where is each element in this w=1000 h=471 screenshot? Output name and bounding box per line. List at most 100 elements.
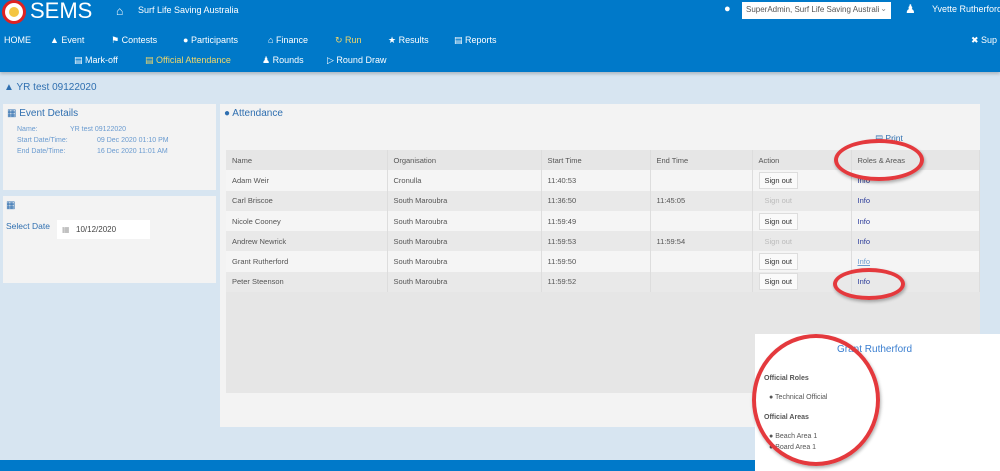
- nav-event[interactable]: ▲ Event: [50, 35, 84, 45]
- users-icon: ●: [224, 108, 233, 119]
- cell-end-time: 11:45:05: [650, 190, 753, 211]
- cell-roles: Info: [851, 251, 980, 272]
- cell-organisation: South Maroubra: [387, 231, 542, 252]
- nav-participants[interactable]: ● Participants: [183, 35, 238, 45]
- table-row: Andrew Newrick South Maroubra 11:59:53 11:5…: [226, 231, 980, 252]
- name-label: Name:: [17, 126, 38, 133]
- info-link[interactable]: Info: [857, 257, 871, 267]
- popup-name: Grant Rutherford: [837, 344, 913, 355]
- cell-start-time: 11:59:53: [541, 231, 651, 252]
- nav-super[interactable]: ✖ Sup: [971, 35, 997, 46]
- page-title: ▲ YR test 09122020: [4, 82, 97, 93]
- end-value: 16 Dec 2020 11:01 AM: [97, 148, 168, 155]
- save-icon: ▤: [74, 55, 86, 65]
- nav-reports[interactable]: ▤ Reports: [454, 35, 497, 46]
- cell-action: Sign out: [752, 210, 852, 232]
- select-date-label: Select Date: [6, 221, 50, 231]
- nav-results[interactable]: ★ Results: [388, 35, 429, 46]
- cell-organisation: Cronulla: [387, 170, 542, 191]
- cell-organisation: South Maroubra: [387, 271, 542, 293]
- bank-icon: ⌂: [268, 35, 276, 45]
- sign-out-button[interactable]: Sign out: [758, 171, 799, 189]
- refresh-icon: ↻: [335, 35, 346, 45]
- user-icon: ♟: [905, 2, 916, 16]
- cell-start-time: 11:59:52: [541, 271, 651, 293]
- cell-action: Sign out: [752, 271, 852, 293]
- date-panel: ▦ Select Date: [3, 196, 216, 283]
- user-icon: ♟: [262, 55, 273, 65]
- subnav-round-draw[interactable]: ▷ Round Draw: [327, 55, 386, 66]
- table-icon: ▦: [7, 108, 20, 119]
- info-link[interactable]: Info: [857, 175, 871, 185]
- nav-label: Participants: [190, 35, 238, 45]
- date-input[interactable]: ▦ 10/12/2020: [57, 220, 150, 239]
- step-icon: ▷: [327, 55, 337, 65]
- name-value: YR test 09122020: [70, 126, 127, 133]
- nav-home[interactable]: HOME: [4, 35, 31, 45]
- cell-action: Sign out: [752, 170, 852, 191]
- subnav-label: Mark-off: [85, 55, 118, 65]
- table-row: Peter Steenson South Maroubra 11:59:52 Sign…: [226, 271, 980, 293]
- nav-label: Contests: [121, 35, 158, 45]
- annotation-circle: [834, 139, 924, 181]
- nav-label: Results: [398, 35, 429, 45]
- cell-action: Sign out: [752, 190, 852, 211]
- footer-bar: [0, 460, 755, 471]
- sign-out-button[interactable]: Sign out: [764, 196, 793, 206]
- end-label: End Date/Time:: [17, 148, 66, 155]
- cell-start-time: 11:59:50: [541, 251, 651, 272]
- cell-start-time: 11:40:53: [541, 170, 651, 191]
- sign-out-button[interactable]: Sign out: [758, 212, 799, 230]
- role-select[interactable]: SuperAdmin, Surf Life Saving Australi ⌄: [742, 2, 891, 19]
- start-label: Start Date/Time:: [17, 137, 68, 144]
- attendance-table: Name Organisation Start Time End Time Ac…: [226, 150, 980, 293]
- attendance-title: ● Attendance: [224, 108, 283, 119]
- table-header: Name Organisation Start Time End Time Ac…: [226, 150, 980, 171]
- role-select-value: SuperAdmin, Surf Life Saving Australi: [746, 5, 880, 14]
- nav-contests[interactable]: ⚑ Contests: [111, 35, 157, 46]
- cell-organisation: South Maroubra: [387, 210, 542, 232]
- brain-icon: ●: [724, 3, 731, 15]
- print-label: Print: [885, 133, 903, 143]
- annotation-circle: [833, 268, 905, 300]
- sign-out-button[interactable]: Sign out: [764, 236, 793, 246]
- event-details-panel: ▦ Event Details: [3, 104, 216, 190]
- col-start-time[interactable]: Start Time: [541, 150, 651, 171]
- subnav-markoff[interactable]: ▤ Mark-off: [74, 55, 118, 66]
- cell-organisation: South Maroubra: [387, 190, 542, 211]
- col-name[interactable]: Name: [226, 150, 388, 171]
- nav-finance[interactable]: ⌂ Finance: [268, 35, 308, 45]
- nav-label: Run: [345, 35, 362, 45]
- subnav-label: Round Draw: [336, 55, 387, 65]
- start-value: 09 Dec 2020 01:10 PM: [97, 137, 169, 144]
- user-name[interactable]: Yvette Rutherford: [932, 4, 1000, 14]
- cell-end-time: [650, 210, 753, 232]
- home-icon[interactable]: ⌂: [116, 4, 124, 18]
- tools-icon: ✖: [971, 35, 982, 45]
- print-button[interactable]: ▤ Print: [875, 133, 903, 144]
- cell-end-time: [650, 251, 753, 272]
- cell-end-time: [650, 170, 753, 191]
- info-link[interactable]: Info: [857, 236, 871, 246]
- col-action: Action: [752, 150, 852, 171]
- sign-out-button[interactable]: Sign out: [758, 253, 799, 271]
- brand-name[interactable]: SEMS: [30, 0, 93, 23]
- info-link[interactable]: Info: [857, 216, 871, 226]
- sign-out-button[interactable]: Sign out: [758, 273, 799, 291]
- cell-action: Sign out: [752, 251, 852, 272]
- table-row: Adam Weir Cronulla 11:40:53 Sign out Info: [226, 170, 980, 191]
- cell-start-time: 11:36:50: [541, 190, 651, 211]
- report-icon: ▤: [454, 35, 466, 45]
- subnav-rounds[interactable]: ♟ Rounds: [262, 55, 304, 66]
- print-icon: ▤: [875, 133, 886, 143]
- info-link[interactable]: Info: [857, 196, 871, 206]
- title-text: Attendance: [232, 108, 283, 119]
- subnav-official-attendance[interactable]: ▤ Official Attendance: [145, 55, 231, 66]
- nav-run[interactable]: ↻ Run: [335, 35, 362, 46]
- cell-name: Nicole Cooney: [226, 210, 388, 232]
- cell-name: Adam Weir: [226, 170, 388, 191]
- col-organisation[interactable]: Organisation: [387, 150, 542, 171]
- org-name[interactable]: Surf Life Saving Australia: [138, 5, 239, 15]
- col-end-time[interactable]: End Time: [650, 150, 753, 171]
- event-icon: ▲: [4, 82, 17, 93]
